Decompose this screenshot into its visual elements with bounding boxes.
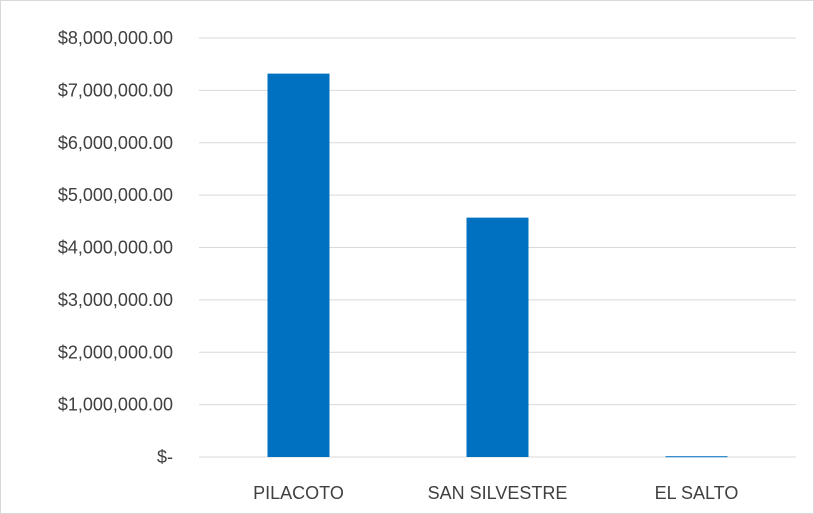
bar <box>466 217 529 457</box>
bar <box>665 456 728 458</box>
y-tick-label: $8,000,000.00 <box>58 28 173 48</box>
y-tick-label: $4,000,000.00 <box>58 238 173 258</box>
bars <box>267 73 728 458</box>
y-tick-label: $5,000,000.00 <box>58 185 173 205</box>
y-tick-label: $3,000,000.00 <box>58 290 173 310</box>
y-tick-label: $7,000,000.00 <box>58 80 173 100</box>
y-tick-label: $2,000,000.00 <box>58 342 173 362</box>
bar <box>267 73 330 458</box>
x-category-label: PILACOTO <box>253 483 344 503</box>
x-category-label: SAN SILVESTRE <box>428 483 568 503</box>
y-tick-label: $- <box>157 447 173 467</box>
x-axis-category-labels: PILACOTO SAN SILVESTRE EL SALTO <box>253 483 738 503</box>
y-tick-label: $1,000,000.00 <box>58 395 173 415</box>
y-tick-label: $6,000,000.00 <box>58 133 173 153</box>
y-axis-tick-labels: $- $1,000,000.00 $2,000,000.00 $3,000,000.0… <box>58 28 173 467</box>
x-category-label: EL SALTO <box>655 483 739 503</box>
